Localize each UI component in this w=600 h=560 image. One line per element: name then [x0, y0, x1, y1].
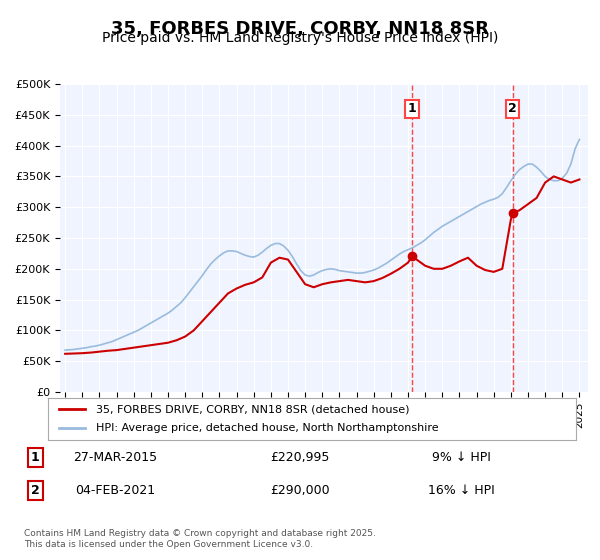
Text: 35, FORBES DRIVE, CORBY, NN18 8SR (detached house): 35, FORBES DRIVE, CORBY, NN18 8SR (detac…	[95, 404, 409, 414]
Text: 2: 2	[31, 484, 40, 497]
Text: Contains HM Land Registry data © Crown copyright and database right 2025.
This d: Contains HM Land Registry data © Crown c…	[24, 529, 376, 549]
Text: 04-FEB-2021: 04-FEB-2021	[76, 484, 156, 497]
Text: Price paid vs. HM Land Registry's House Price Index (HPI): Price paid vs. HM Land Registry's House …	[102, 31, 498, 45]
Text: £220,995: £220,995	[271, 451, 329, 464]
Text: 1: 1	[408, 102, 416, 115]
Text: 1: 1	[31, 451, 40, 464]
Text: 9% ↓ HPI: 9% ↓ HPI	[432, 451, 491, 464]
Text: 35, FORBES DRIVE, CORBY, NN18 8SR: 35, FORBES DRIVE, CORBY, NN18 8SR	[111, 20, 489, 38]
Text: HPI: Average price, detached house, North Northamptonshire: HPI: Average price, detached house, Nort…	[95, 423, 438, 433]
Text: 2: 2	[508, 102, 517, 115]
Text: 27-MAR-2015: 27-MAR-2015	[74, 451, 158, 464]
Text: £290,000: £290,000	[270, 484, 330, 497]
Text: 16% ↓ HPI: 16% ↓ HPI	[428, 484, 494, 497]
